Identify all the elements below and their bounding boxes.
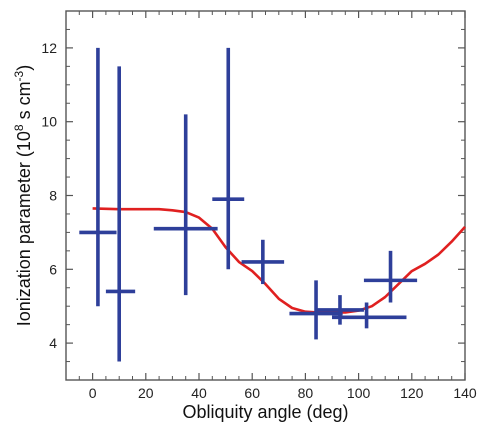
x-axis-title: Obliquity angle (deg) xyxy=(182,402,348,422)
errorbar-point xyxy=(241,239,285,285)
y-tick-label: 12 xyxy=(41,40,57,56)
errorbar-point xyxy=(153,114,218,296)
x-tick-label: 20 xyxy=(138,385,154,401)
errorbar-point xyxy=(212,47,245,270)
data-points xyxy=(79,47,418,362)
y-tick-labels: 4 6 8 10 12 xyxy=(41,40,57,351)
x-tick-labels: 0 20 40 60 80 100 120 140 xyxy=(89,385,477,401)
axis-ticks xyxy=(65,10,466,381)
x-tick-label: 120 xyxy=(400,385,424,401)
errorbar-point xyxy=(79,47,117,307)
errorbar-point xyxy=(363,250,418,303)
x-tick-label: 0 xyxy=(89,385,97,401)
plot-frame xyxy=(65,10,466,381)
x-tick-label: 100 xyxy=(347,385,371,401)
x-tick-label: 40 xyxy=(191,385,207,401)
x-tick-label: 140 xyxy=(453,385,477,401)
errorbar-point xyxy=(316,295,364,325)
y-tick-label: 10 xyxy=(41,114,57,130)
x-tick-label: 60 xyxy=(244,385,260,401)
y-axis-title: Ionization parameter (108 s cm-3) xyxy=(12,65,34,326)
errorbar-point xyxy=(332,302,407,329)
errorbar-point xyxy=(105,66,136,362)
model-line xyxy=(92,207,466,314)
y-tick-label: 6 xyxy=(49,261,57,277)
y-tick-label: 8 xyxy=(49,188,57,204)
model-curve xyxy=(92,207,466,314)
y-tick-label: 4 xyxy=(49,335,57,351)
x-tick-label: 80 xyxy=(298,385,314,401)
